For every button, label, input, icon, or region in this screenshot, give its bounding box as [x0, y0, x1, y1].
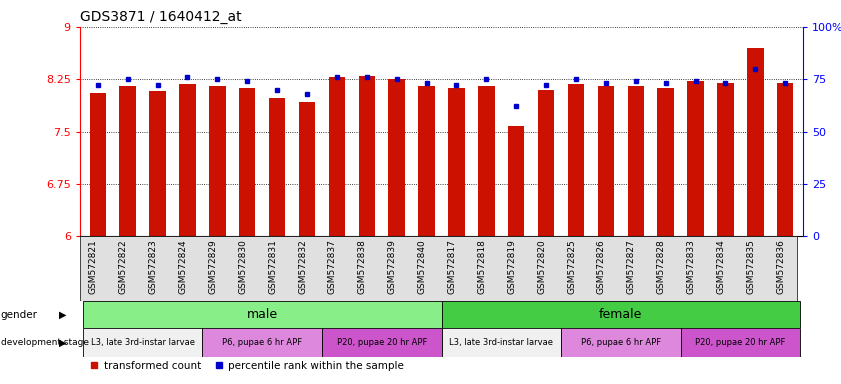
Text: GSM572821: GSM572821 [89, 240, 98, 294]
Text: GSM572831: GSM572831 [268, 240, 278, 294]
Text: GSM572837: GSM572837 [328, 240, 337, 294]
Bar [418, 86, 435, 236]
Bar [269, 98, 285, 236]
Bar [358, 76, 375, 236]
Bar [627, 86, 644, 236]
Text: GSM572824: GSM572824 [178, 240, 188, 294]
Bar [329, 77, 345, 236]
Text: P20, pupae 20 hr APF: P20, pupae 20 hr APF [696, 338, 785, 347]
Text: GSM572838: GSM572838 [357, 240, 367, 294]
Text: GSM572839: GSM572839 [388, 240, 397, 294]
Bar [747, 48, 764, 236]
Text: GSM572825: GSM572825 [567, 240, 576, 294]
Text: GSM572826: GSM572826 [597, 240, 606, 294]
Text: GSM572822: GSM572822 [119, 240, 128, 294]
Bar [568, 84, 584, 236]
Text: L3, late 3rd-instar larvae: L3, late 3rd-instar larvae [91, 338, 194, 347]
Text: GSM572819: GSM572819 [507, 240, 516, 294]
Bar [598, 86, 614, 236]
Bar [680, 328, 800, 357]
Text: GDS3871 / 1640412_at: GDS3871 / 1640412_at [80, 10, 241, 25]
Text: L3, late 3rd-instar larvae: L3, late 3rd-instar larvae [449, 338, 553, 347]
Text: gender: gender [1, 310, 38, 320]
Bar [119, 86, 136, 236]
Bar [179, 84, 196, 236]
Bar [717, 83, 733, 236]
Text: GSM572827: GSM572827 [627, 240, 636, 294]
Text: GSM572835: GSM572835 [746, 240, 755, 294]
Text: GSM572834: GSM572834 [717, 240, 726, 294]
Bar [90, 93, 106, 236]
Bar [479, 86, 495, 236]
Bar [389, 78, 405, 236]
Bar [203, 328, 322, 357]
Text: GSM572817: GSM572817 [447, 240, 457, 294]
Text: GSM572836: GSM572836 [776, 240, 785, 294]
Bar [442, 328, 561, 357]
Text: GSM572818: GSM572818 [478, 240, 486, 294]
Bar [239, 88, 256, 236]
Text: ▶: ▶ [60, 338, 66, 348]
Text: GSM572833: GSM572833 [686, 240, 696, 294]
Text: GSM572823: GSM572823 [149, 240, 157, 294]
Bar [442, 301, 800, 328]
Bar [150, 91, 166, 236]
Text: GSM572840: GSM572840 [418, 240, 426, 294]
Text: GSM572820: GSM572820 [537, 240, 546, 294]
Bar [299, 102, 315, 236]
Bar [448, 88, 465, 236]
Text: P6, pupae 6 hr APF: P6, pupae 6 hr APF [581, 338, 661, 347]
Text: P6, pupae 6 hr APF: P6, pupae 6 hr APF [222, 338, 302, 347]
Bar [777, 83, 793, 236]
Bar [687, 81, 704, 236]
Text: female: female [599, 308, 643, 321]
Text: male: male [246, 308, 278, 321]
Bar [538, 90, 554, 236]
Text: development stage: development stage [1, 338, 89, 347]
Text: GSM572832: GSM572832 [298, 240, 307, 294]
Bar [508, 126, 525, 236]
Text: ▶: ▶ [60, 310, 66, 320]
Text: GSM572828: GSM572828 [657, 240, 666, 294]
Legend: transformed count, percentile rank within the sample: transformed count, percentile rank withi… [85, 357, 408, 375]
Bar [658, 88, 674, 236]
Bar [561, 328, 680, 357]
Bar [83, 328, 203, 357]
Bar [83, 301, 442, 328]
Text: GSM572830: GSM572830 [238, 240, 247, 294]
Text: P20, pupae 20 hr APF: P20, pupae 20 hr APF [336, 338, 427, 347]
Bar [322, 328, 442, 357]
Text: GSM572829: GSM572829 [209, 240, 217, 294]
Bar [209, 86, 225, 236]
